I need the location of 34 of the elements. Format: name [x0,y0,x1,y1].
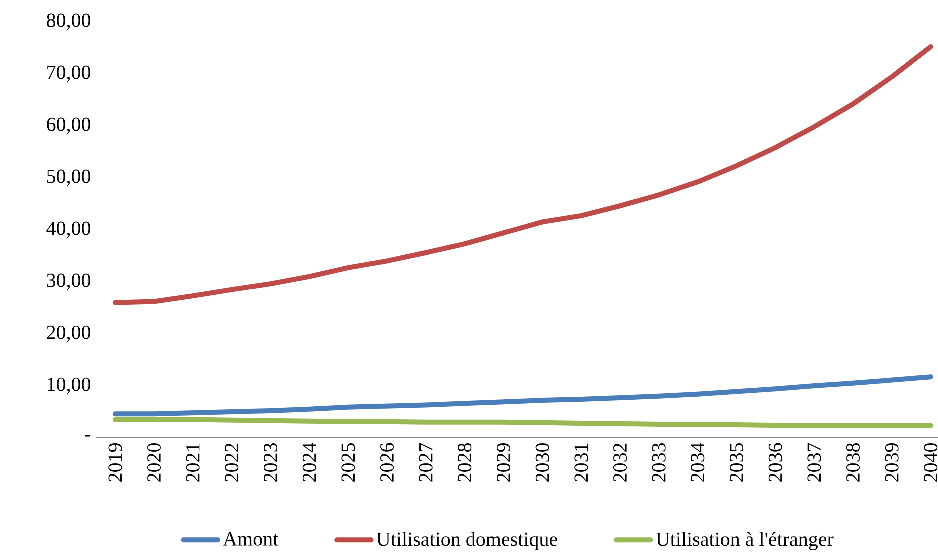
y-tick-label: 20,00 [47,326,91,342]
x-tick-label: 2023 [264,443,278,482]
x-tick-label: 2037 [808,443,822,482]
x-tick-label: 2022 [225,444,239,482]
x-tick-label: 2033 [652,443,666,482]
x-tick-label: 2040 [924,443,938,482]
x-tick-label: 2028 [458,443,472,482]
x-tick-label: 2039 [885,444,899,482]
x-tick-label: 2038 [846,443,860,482]
x-tick-label: 2019 [108,444,122,482]
x-tick-label: 2027 [419,443,433,482]
x-tick-label: 2020 [148,443,161,482]
y-tick-label: 10,00 [48,378,91,394]
x-tick-label: 2034 [691,443,705,482]
y-tick-label: 50,00 [47,170,91,186]
legend-label: Amont [223,532,279,546]
y-tick-label: - [85,435,91,437]
y-tick-label: 60,00 [47,118,91,134]
x-tick-label: 2029 [497,444,510,482]
y-tick-label: 70,00 [48,66,91,82]
y-tick-label: 40,00 [46,222,91,238]
x-tick-label: 2026 [380,443,394,482]
legend-label: Utilisation domestique [376,532,558,550]
legend-label: Utilisation à l'étranger [656,532,834,550]
x-tick-label: 2032 [614,444,627,482]
y-tick-label: 30,00 [47,274,91,290]
x-tick-label: 2036 [768,443,782,482]
x-tick-label: 2031 [574,444,588,482]
x-tick-label: 2021 [186,444,200,482]
x-tick-label: 2035 [730,443,744,482]
x-tick-label: 2030 [536,443,550,482]
x-tick-label: 2024 [302,443,316,482]
y-tick-label: 80,00 [47,14,91,30]
x-tick-label: 2025 [342,443,356,482]
